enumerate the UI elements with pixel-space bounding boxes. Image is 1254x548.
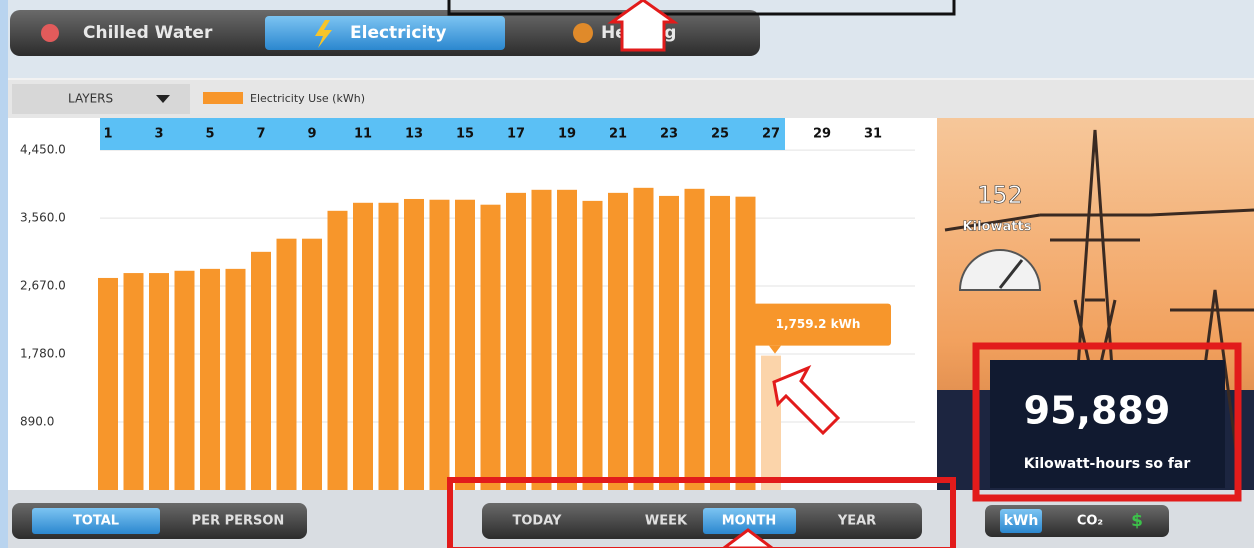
total-value: 95,889 bbox=[1024, 389, 1171, 433]
y-tick-label: 890.0 bbox=[20, 415, 54, 429]
bar bbox=[124, 273, 144, 490]
bar bbox=[608, 193, 628, 490]
bar bbox=[685, 189, 705, 490]
x-tick-label: 15 bbox=[456, 127, 474, 142]
bar bbox=[761, 356, 781, 490]
demand-unit: Kilowatts bbox=[963, 220, 1032, 235]
x-tick-label: 21 bbox=[609, 127, 627, 142]
layers-label[interactable]: LAYERS bbox=[68, 92, 113, 106]
x-tick-label: 7 bbox=[256, 127, 265, 142]
bar bbox=[226, 269, 246, 490]
tab-icon bbox=[41, 24, 59, 42]
bar bbox=[634, 188, 654, 490]
view-button[interactable]: TOTAL bbox=[73, 514, 119, 529]
x-tick-label: 1 bbox=[103, 127, 112, 142]
y-tick-label: 2,670.0 bbox=[20, 279, 66, 293]
period-button[interactable]: WEEK bbox=[645, 514, 688, 529]
bar bbox=[583, 201, 603, 490]
layers-bar bbox=[8, 80, 1254, 118]
tab-icon bbox=[573, 23, 593, 43]
bar bbox=[175, 271, 195, 490]
bar bbox=[251, 252, 271, 490]
legend-label: Electricity Use (kWh) bbox=[250, 92, 365, 105]
bar bbox=[532, 190, 552, 490]
bar bbox=[98, 278, 118, 490]
period-button[interactable]: MONTH bbox=[722, 514, 777, 529]
x-tick-label: 31 bbox=[864, 127, 882, 142]
unit-button[interactable]: CO₂ bbox=[1077, 514, 1103, 529]
value-label: 1,759.2 kWh bbox=[776, 317, 861, 331]
x-tick-label: 29 bbox=[813, 127, 831, 142]
x-tick-label: 25 bbox=[711, 127, 729, 142]
x-tick-label: 17 bbox=[507, 127, 525, 142]
bar bbox=[659, 196, 679, 490]
demand-value: 152 bbox=[977, 181, 1023, 209]
bar bbox=[481, 205, 501, 490]
unit-button[interactable]: kWh bbox=[1004, 513, 1039, 529]
day-band bbox=[100, 118, 785, 150]
bar bbox=[710, 196, 730, 490]
y-tick-label: 4,450.0 bbox=[20, 143, 66, 157]
view-button[interactable]: PER PERSON bbox=[192, 514, 285, 529]
bar bbox=[430, 200, 450, 490]
bar bbox=[506, 193, 526, 490]
unit-button[interactable]: $ bbox=[1131, 511, 1143, 531]
x-tick-label: 9 bbox=[307, 127, 316, 142]
x-tick-label: 5 bbox=[205, 127, 214, 142]
x-tick-label: 19 bbox=[558, 127, 576, 142]
total-label: Kilowatt-hours so far bbox=[1024, 456, 1191, 472]
legend-swatch bbox=[203, 92, 243, 104]
dashboard: Chilled Water Electricity Heating LAYERS… bbox=[0, 0, 1254, 548]
bar bbox=[404, 199, 424, 490]
bar bbox=[277, 239, 297, 490]
x-tick-label: 27 bbox=[762, 127, 780, 142]
x-tick-label: 11 bbox=[354, 127, 372, 142]
bar bbox=[353, 203, 373, 490]
page: Chilled Water Electricity Heating LAYERS… bbox=[0, 0, 1254, 548]
x-tick-label: 23 bbox=[660, 127, 678, 142]
bar bbox=[557, 190, 577, 490]
bar bbox=[455, 200, 475, 490]
bar bbox=[379, 203, 399, 490]
period-button[interactable]: TODAY bbox=[513, 514, 563, 529]
x-tick-label: 3 bbox=[154, 127, 163, 142]
bar bbox=[149, 273, 169, 490]
bar bbox=[302, 239, 322, 490]
y-tick-label: 3,560.0 bbox=[20, 211, 66, 225]
x-tick-label: 13 bbox=[405, 127, 423, 142]
period-button[interactable]: YEAR bbox=[837, 514, 876, 529]
bar bbox=[328, 211, 348, 490]
tab[interactable]: Chilled Water bbox=[83, 23, 213, 43]
tab[interactable]: Electricity bbox=[350, 23, 447, 43]
bar bbox=[200, 269, 220, 490]
y-tick-label: 1,780.0 bbox=[20, 347, 66, 361]
